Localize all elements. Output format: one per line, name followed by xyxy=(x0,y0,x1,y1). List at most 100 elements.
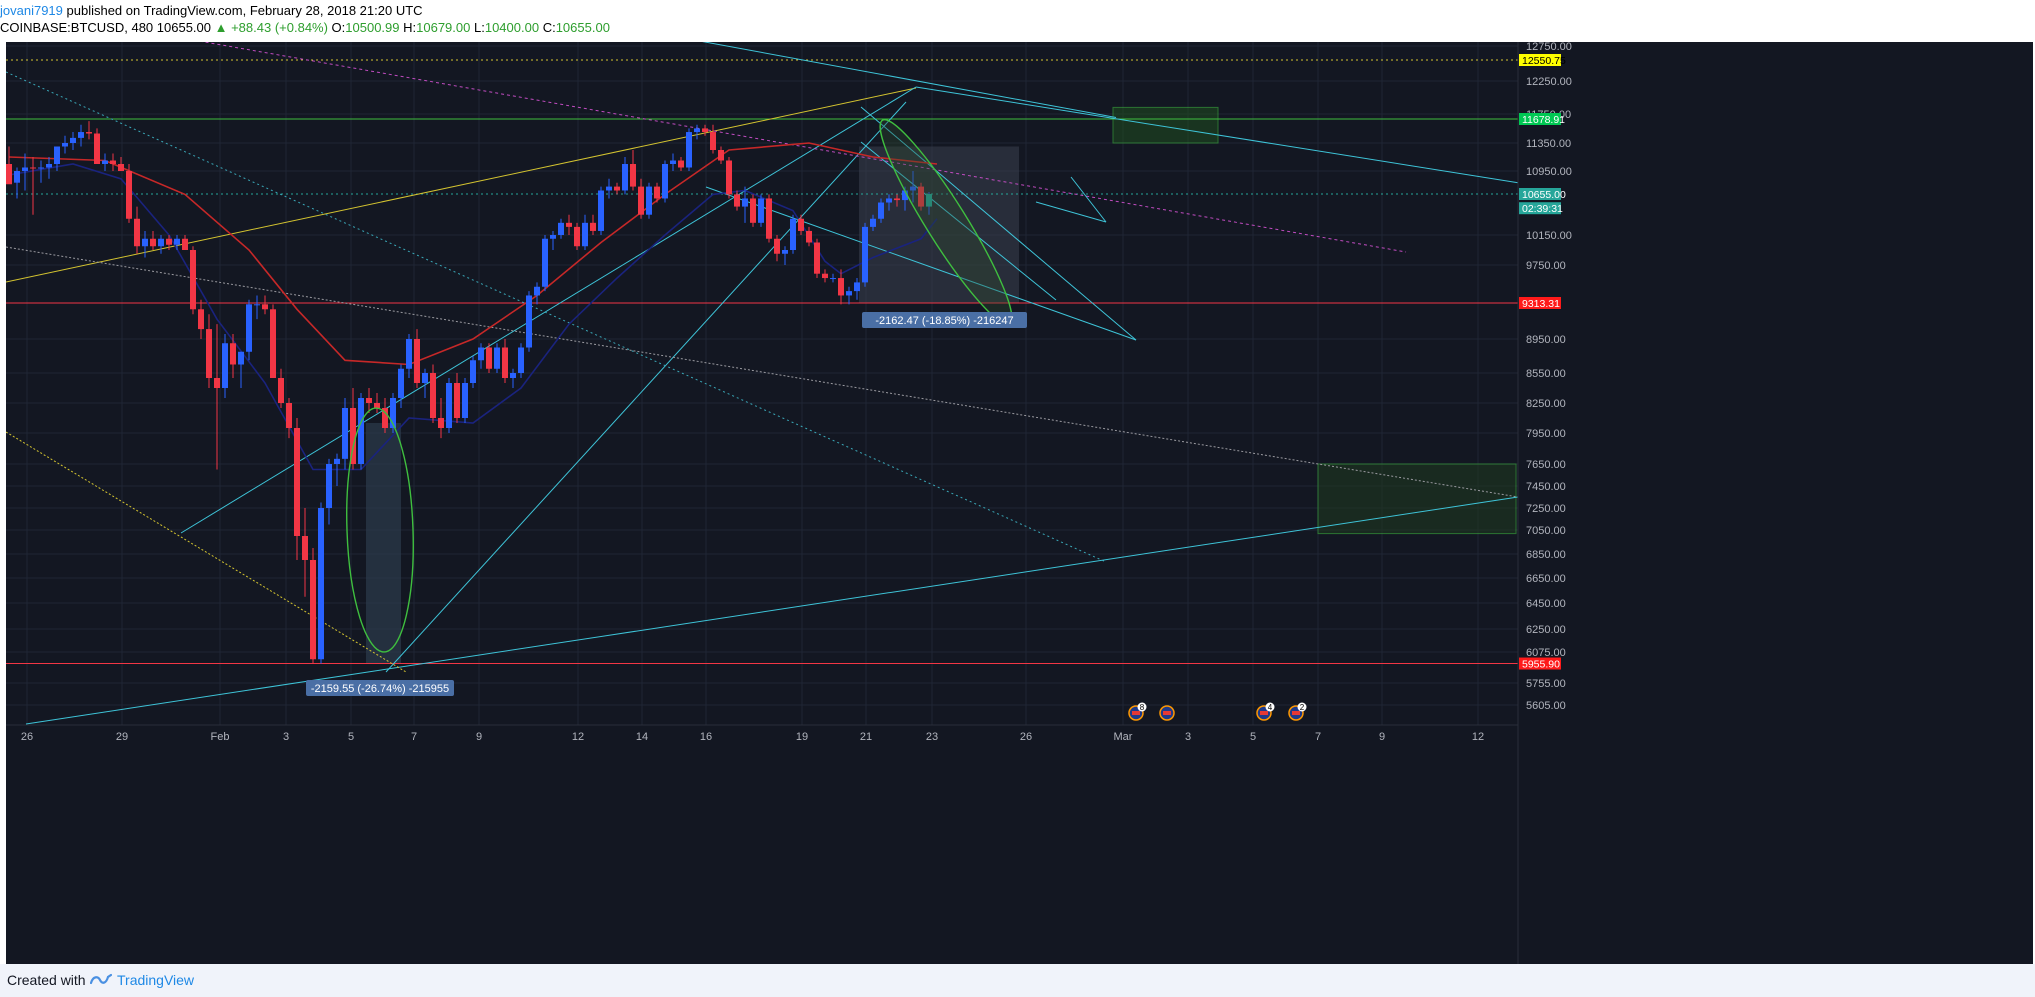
candlestick-chart[interactable]: 26 29 Feb 3 5 7 9 12 14 16 19 21 23 26 Mar 3 5 7 9 12 12750.… xyxy=(6,42,2033,964)
candle xyxy=(62,135,68,154)
candle-body xyxy=(606,186,612,191)
candle-body xyxy=(310,560,316,660)
highlight-ellipse xyxy=(346,407,414,653)
candle-body xyxy=(78,132,84,138)
candle xyxy=(286,398,292,439)
symbol-line: COINBASE:BTCUSD, 480 10655.00 xyxy=(0,20,215,35)
candle xyxy=(806,226,812,247)
price-label-text: 12550.75 xyxy=(1522,55,1566,67)
candle-body xyxy=(526,295,532,348)
chart-pane[interactable]: 26 29 Feb 3 5 7 9 12 14 16 19 21 23 26 Mar 3 5 7 9 12 12750.… xyxy=(6,42,2033,964)
candle-body xyxy=(846,291,852,296)
candle-body xyxy=(174,238,180,245)
candle xyxy=(14,167,20,199)
candle xyxy=(86,121,92,140)
moving-average-line xyxy=(8,142,938,366)
price-label-box xyxy=(1519,54,1561,66)
candle-body xyxy=(710,132,716,150)
symbol-info-bar: COINBASE:BTCUSD, 480 10655.00 ▲ +88.43 (… xyxy=(0,20,2035,38)
candle xyxy=(254,295,260,320)
candle-body xyxy=(134,218,140,247)
candle-body xyxy=(366,398,372,403)
candle xyxy=(166,235,172,250)
y-axis-tick-label: 6450.00 xyxy=(1526,598,1566,610)
candle-body xyxy=(558,222,564,235)
y-axis-tick-label: 7950.00 xyxy=(1526,428,1566,440)
candle-body xyxy=(326,464,332,508)
candle-body xyxy=(814,242,820,274)
candle-body xyxy=(670,160,676,164)
measure-annotation-box xyxy=(306,680,454,696)
candle xyxy=(910,171,916,203)
x-axis-tick-label: 21 xyxy=(860,731,872,743)
candle-body xyxy=(438,418,444,428)
trend-line xyxy=(385,101,907,673)
tradingview-brand-link[interactable]: TradingView xyxy=(117,972,195,988)
candle xyxy=(222,334,228,398)
x-axis-tick-label: Mar xyxy=(1114,731,1133,743)
candle-body xyxy=(38,167,44,169)
price-label-box xyxy=(1519,202,1561,215)
candle-body xyxy=(86,132,92,134)
candle xyxy=(590,214,596,235)
tradingview-logo-icon[interactable] xyxy=(90,972,112,986)
candle-body xyxy=(414,339,420,383)
candle-body xyxy=(926,194,932,207)
candle-body xyxy=(750,198,756,223)
candle xyxy=(438,398,444,439)
candle-body xyxy=(638,186,644,215)
y-axis-tick-label: 12750.00 xyxy=(1526,42,1572,53)
event-badge-count: 2 xyxy=(1300,703,1305,712)
economic-event-marker[interactable]: 4 xyxy=(1256,702,1275,721)
candle xyxy=(518,343,524,378)
candle-body xyxy=(94,133,100,164)
candle xyxy=(270,304,276,378)
candle xyxy=(790,214,796,254)
candle-body xyxy=(870,218,876,227)
footer-bar: Created with TradingView xyxy=(0,964,2035,997)
candle-body xyxy=(398,368,404,398)
candle-body xyxy=(534,286,540,296)
close-value: 10655.00 xyxy=(555,20,610,35)
high-value: 10679.00 xyxy=(416,20,471,35)
economic-event-marker[interactable]: 2 xyxy=(1288,702,1307,721)
economic-event-marker[interactable]: 8 xyxy=(1128,702,1147,721)
author-link[interactable]: jovani7919 xyxy=(0,3,63,18)
x-axis-tick-label: 29 xyxy=(116,731,128,743)
candle-body xyxy=(726,160,732,195)
candle-body xyxy=(694,128,700,133)
candle-body xyxy=(206,329,212,378)
drawing-tools-layer xyxy=(6,42,1519,725)
price-change: ▲ +88.43 (+0.84%) xyxy=(214,20,328,35)
y-axis-tick-label: 12250.00 xyxy=(1526,76,1572,88)
candle-body xyxy=(622,164,628,191)
candle xyxy=(854,278,860,300)
candle xyxy=(278,368,284,408)
price-label-box xyxy=(1519,657,1561,670)
y-axis-tick-label: 9750.00 xyxy=(1526,260,1566,272)
candle xyxy=(150,230,156,250)
candle-body xyxy=(838,278,844,296)
candle xyxy=(606,178,612,199)
candle-body xyxy=(542,238,548,287)
candle xyxy=(206,314,212,388)
trend-line xyxy=(915,86,1519,184)
candle xyxy=(542,235,548,292)
candle xyxy=(918,182,924,211)
candle-body xyxy=(566,222,572,227)
x-axis-tick-label: 14 xyxy=(636,731,648,743)
candle-body xyxy=(894,198,900,201)
y-axis-tick-label: 7050.00 xyxy=(1526,525,1566,537)
candle xyxy=(462,378,468,423)
candle xyxy=(870,214,876,231)
candle xyxy=(398,364,404,408)
created-with-text: Created with xyxy=(7,972,86,988)
candle xyxy=(638,178,644,219)
price-label-text: 10655.00 xyxy=(1522,189,1566,201)
x-axis-tick-label: 12 xyxy=(1472,731,1484,743)
candle xyxy=(622,157,628,195)
candle-body xyxy=(734,194,740,207)
candle-body xyxy=(14,171,20,183)
candle-body xyxy=(334,458,340,464)
economic-event-marker[interactable] xyxy=(1159,705,1175,721)
